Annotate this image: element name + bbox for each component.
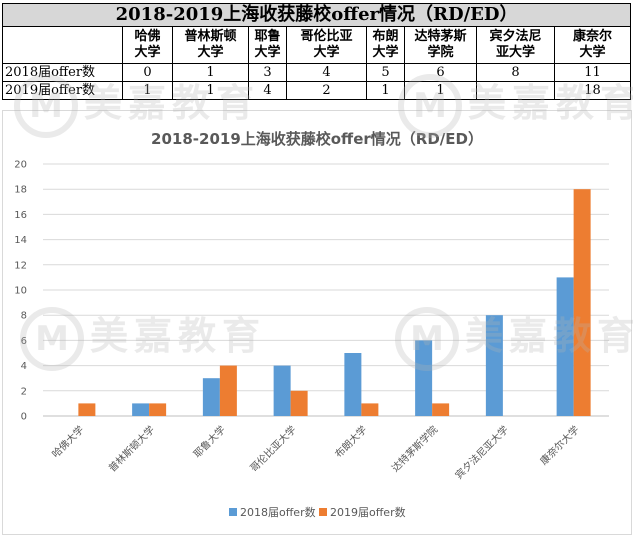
bar-series-2018 <box>485 315 503 416</box>
bar-series-2019 <box>573 189 591 416</box>
bar-series-2019 <box>219 365 237 416</box>
x-tick-label: 普林斯顿大学 <box>106 423 158 475</box>
table-cell: 5 <box>366 63 405 82</box>
chart-title: 2018-2019上海收获藤校offer情况（RD/ED） <box>151 130 483 148</box>
row-label: 2019届offer数 <box>2 81 123 100</box>
y-tick-label: 0 <box>21 412 27 423</box>
table-cell: 3 <box>248 63 287 82</box>
table-header-cell: 哈佛 大学 <box>122 26 173 64</box>
bar-series-2018 <box>415 340 433 416</box>
table-cell: 4 <box>286 63 367 82</box>
table-cell <box>476 81 555 100</box>
legend: 2018届offer数 2019届offer数 <box>229 506 406 519</box>
y-tick-label: 12 <box>14 260 27 271</box>
bar-chart: 2018-2019上海收获藤校offer情况（RD/ED） 0 2 4 6 8 10 12 1… <box>14 130 609 519</box>
bar-series-2018 <box>556 277 574 416</box>
legend-label: 2019届offer数 <box>330 506 406 519</box>
x-tick-label: 布朗大学 <box>332 423 369 460</box>
y-axis-ticks: 0 2 4 6 8 10 12 14 16 18 20 <box>14 160 27 423</box>
x-tick-label: 达特茅斯学院 <box>389 423 441 475</box>
bar-series-2018 <box>344 353 362 416</box>
table-row: 2018届offer数 0 1 3 4 5 6 8 11 <box>2 63 632 82</box>
table-cell: 1 <box>122 81 173 100</box>
bar-series-2019 <box>361 403 379 416</box>
y-tick-label: 4 <box>21 361 27 372</box>
gridlines <box>43 163 609 417</box>
y-tick-label: 2 <box>21 386 27 397</box>
bar-series-2019 <box>78 403 96 416</box>
legend-swatch <box>229 508 237 516</box>
table-cell: 1 <box>366 81 405 100</box>
bar-series-2018 <box>202 378 220 416</box>
table-cell: 1 <box>404 81 477 100</box>
table-cell: 11 <box>553 63 632 82</box>
table-header-cell: 普林斯顿 大学 <box>172 26 249 64</box>
table-title: 2018-2019上海收获藤校offer情况（RD/ED） <box>1 3 632 27</box>
x-tick-label: 耶鲁大学 <box>191 423 228 460</box>
y-tick-label: 16 <box>14 210 27 221</box>
legend-label: 2018届offer数 <box>240 506 316 519</box>
y-tick-label: 18 <box>14 185 27 196</box>
x-tick-label: 哈佛大学 <box>49 423 86 460</box>
table-header-corner <box>2 26 123 64</box>
bars <box>78 189 591 416</box>
table-row: 2019届offer数 1 1 4 2 1 1 18 <box>2 81 632 100</box>
y-tick-label: 6 <box>21 336 27 347</box>
x-tick-label: 哥伦比亚大学 <box>247 423 299 475</box>
row-label: 2018届offer数 <box>2 63 123 82</box>
table-header-cell: 康奈尔 大学 <box>553 26 632 64</box>
table-header-cell: 宾夕法尼 亚大学 <box>476 26 555 64</box>
table-cell: 2 <box>286 81 367 100</box>
y-tick-label: 14 <box>14 235 27 246</box>
offer-table: 2018-2019上海收获藤校offer情况（RD/ED） 哈佛 大学 普林斯顿大… <box>1 3 632 100</box>
x-axis-ticks: 哈佛大学 普林斯顿大学 耶鲁大学 哥伦比亚大学 布朗大学 达特茅斯学院 宾夕法尼亚大学 康奈尔… <box>49 423 582 482</box>
table-cell: 1 <box>172 63 249 82</box>
table-cell: 1 <box>172 81 249 100</box>
y-tick-label: 20 <box>14 160 27 171</box>
table-cell: 6 <box>404 63 477 82</box>
y-tick-label: 10 <box>14 286 27 297</box>
bar-series-2019 <box>432 403 450 416</box>
y-tick-label: 8 <box>21 311 27 322</box>
table-header-cell: 哥伦比亚 大学 <box>286 26 367 64</box>
bar-series-2019 <box>290 390 308 416</box>
table-header-cell: 布朗 大学 <box>366 26 405 64</box>
table-cell: 0 <box>122 63 173 82</box>
table-cell: 18 <box>553 81 632 100</box>
x-tick-label: 宾夕法尼亚大学 <box>452 423 511 482</box>
table-header-cell: 耶鲁 大学 <box>248 26 287 64</box>
legend-swatch <box>319 508 327 516</box>
table-cell: 4 <box>248 81 287 100</box>
table-header-cell: 达特茅斯 学院 <box>404 26 477 64</box>
table-header-row: 哈佛 大学 普林斯顿 大学 耶鲁 大学 哥伦比亚 大学 布朗 大学 达特茅斯 学院 宾夕法尼… <box>2 26 632 64</box>
table-cell: 8 <box>476 63 555 82</box>
x-tick-label: 康奈尔大学 <box>537 423 582 468</box>
chart-panel: 2018-2019上海收获藤校offer情况（RD/ED） 0 2 4 6 8 10 12 1… <box>2 110 632 535</box>
bar-series-2018 <box>132 403 150 416</box>
bar-series-2019 <box>149 403 167 416</box>
bar-series-2018 <box>273 365 291 416</box>
